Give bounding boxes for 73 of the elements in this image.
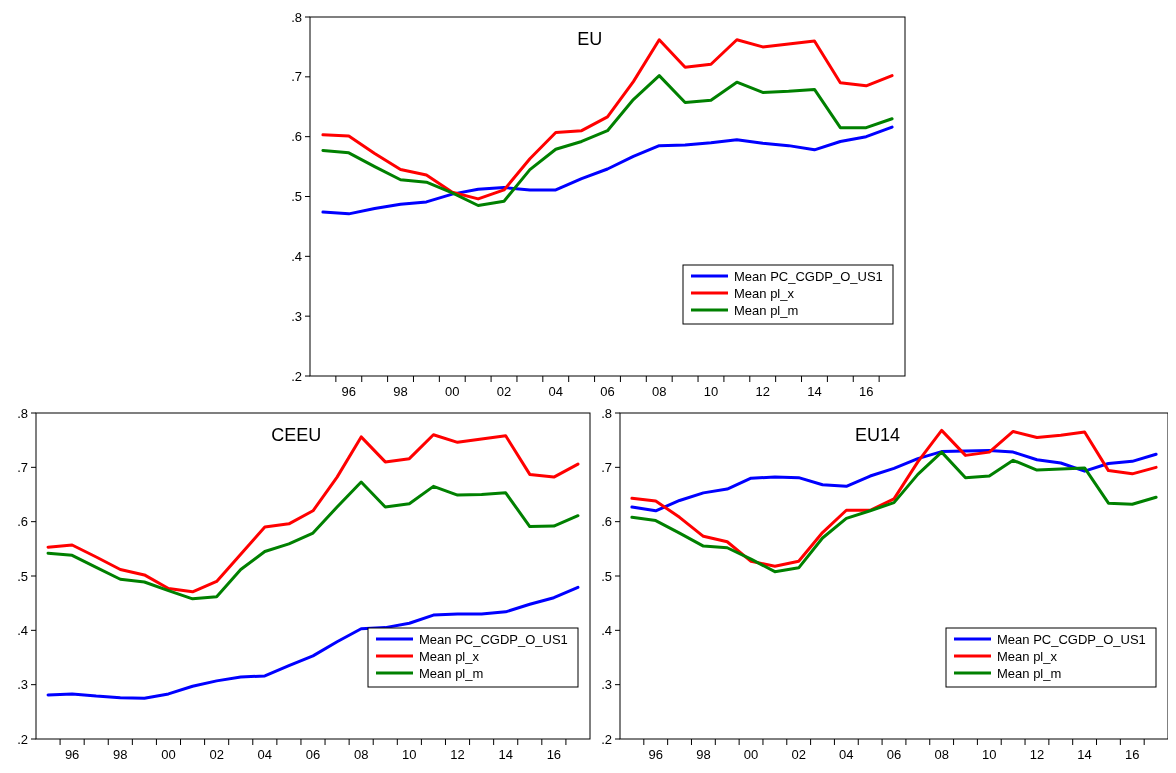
x-tick-label: 14 xyxy=(498,747,513,762)
x-tick-label: 00 xyxy=(161,747,176,762)
x-tick-label: 96 xyxy=(341,384,357,399)
y-tick-label: .8 xyxy=(17,405,28,421)
x-tick-label: 96 xyxy=(648,747,663,762)
x-tick-label: 02 xyxy=(791,747,806,762)
line-series xyxy=(630,450,1158,574)
x-tick-label: 98 xyxy=(696,747,711,762)
y-tick-label: .5 xyxy=(17,568,28,584)
legend-label: Mean pl_m xyxy=(997,665,1062,681)
y-tick-label: .5 xyxy=(601,568,612,584)
x-tick-label: 08 xyxy=(934,747,949,762)
line-series xyxy=(321,125,894,216)
x-tick-label: 02 xyxy=(209,747,224,762)
y-tick-label: .2 xyxy=(601,731,612,747)
text: EU14 xyxy=(855,425,901,445)
x-tick-label: 12 xyxy=(1029,747,1045,762)
y-tick-label: .5 xyxy=(291,189,302,205)
y-tick-label: .7 xyxy=(601,459,612,475)
y-tick-label: .6 xyxy=(601,514,612,530)
y-tick-label: .8 xyxy=(291,9,302,25)
x-tick-label: 06 xyxy=(305,747,321,762)
legend-label: Mean PC_CGDP_O_US1 xyxy=(997,631,1146,647)
legend-label: Mean PC_CGDP_O_US1 xyxy=(734,268,883,284)
x-tick-label: 08 xyxy=(652,384,667,399)
x-tick-label: 96 xyxy=(64,747,80,762)
x-tick-label: 04 xyxy=(257,747,273,762)
y-tick-label: .3 xyxy=(601,677,612,693)
legend-label: Mean pl_m xyxy=(734,302,799,318)
y-tick-label: .2 xyxy=(291,368,302,384)
x-tick-label: 10 xyxy=(703,384,719,399)
x-tick-label: 08 xyxy=(353,747,369,762)
y-tick-label: .4 xyxy=(17,622,28,638)
x-tick-label: 12 xyxy=(755,384,770,399)
y-tick-label: .3 xyxy=(17,677,28,693)
legend-label: Mean pl_x xyxy=(997,648,1058,664)
x-tick-label: 00 xyxy=(445,384,460,399)
x-tick-label: 12 xyxy=(450,747,465,762)
y-tick-label: .4 xyxy=(291,248,302,264)
x-tick-label: 06 xyxy=(600,384,615,399)
y-tick-label: .8 xyxy=(601,405,612,421)
x-tick-label: 02 xyxy=(496,384,512,399)
text: CEEU xyxy=(271,425,322,445)
x-tick-label: 10 xyxy=(402,747,417,762)
legend-label: Mean PC_CGDP_O_US1 xyxy=(419,631,568,647)
x-tick-label: 14 xyxy=(1077,747,1092,762)
x-tick-label: 04 xyxy=(548,384,563,399)
y-tick-label: .4 xyxy=(601,622,612,638)
x-tick-label: 06 xyxy=(886,747,902,762)
y-tick-label: .3 xyxy=(291,308,302,324)
legend-label: Mean pl_m xyxy=(419,665,484,681)
x-tick-label: 04 xyxy=(839,747,854,762)
x-tick-label: 16 xyxy=(1125,747,1140,762)
line-series xyxy=(46,480,580,601)
y-tick-label: .6 xyxy=(291,129,302,145)
line-series xyxy=(321,74,894,207)
legend-label: Mean pl_x xyxy=(419,648,480,664)
x-tick-label: 14 xyxy=(807,384,822,399)
y-tick-label: .7 xyxy=(17,459,28,475)
line-series xyxy=(630,448,1158,513)
y-tick-label: .7 xyxy=(291,69,302,85)
text: EU xyxy=(577,29,603,49)
x-tick-label: 16 xyxy=(546,747,562,762)
legend-label: Mean pl_x xyxy=(734,285,795,301)
x-tick-label: 00 xyxy=(743,747,759,762)
x-tick-label: 16 xyxy=(858,384,874,399)
x-tick-label: 10 xyxy=(982,747,997,762)
line-series xyxy=(630,428,1158,568)
y-tick-label: .2 xyxy=(17,731,28,747)
x-tick-label: 98 xyxy=(113,747,128,762)
x-tick-label: 98 xyxy=(393,384,408,399)
line-series xyxy=(46,585,580,700)
y-tick-label: .6 xyxy=(17,514,28,530)
